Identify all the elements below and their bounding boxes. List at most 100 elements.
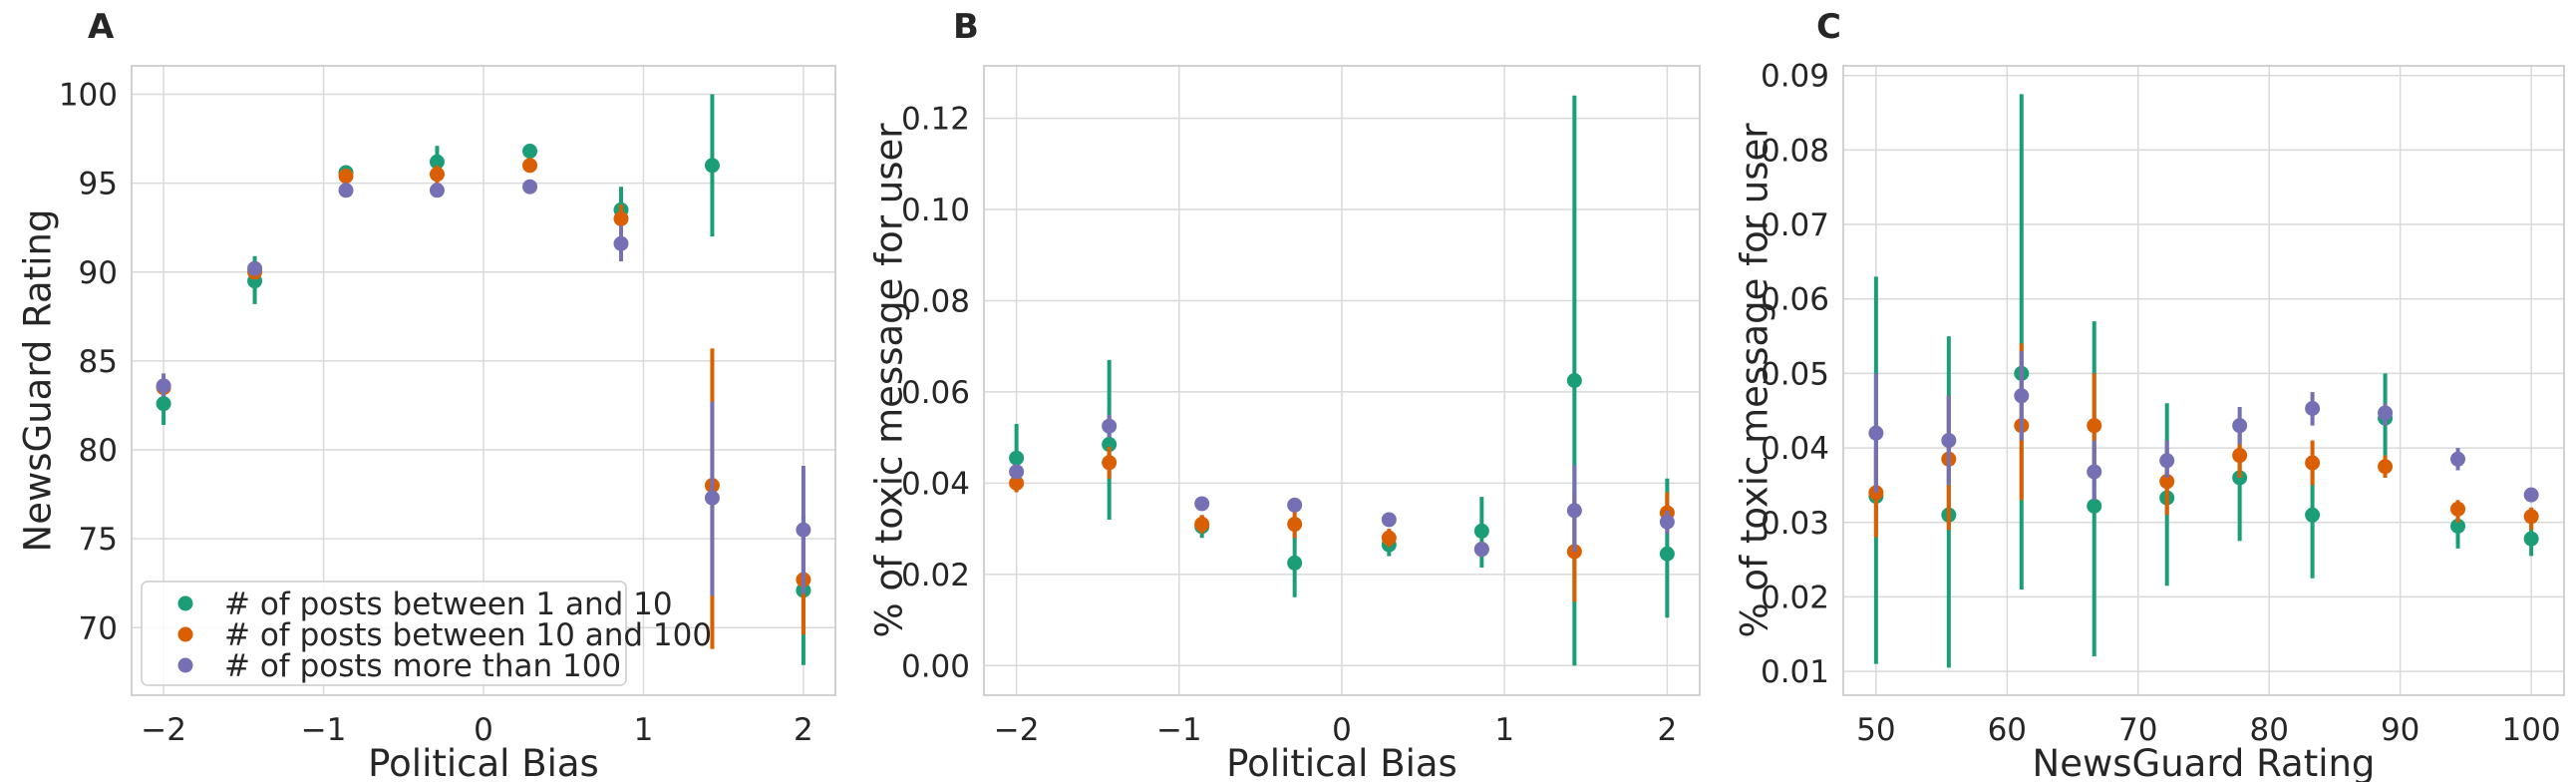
y-tick-label: 70 (79, 610, 118, 646)
x-axis-label: NewsGuard Rating (2033, 742, 2376, 782)
data-point (2523, 509, 2539, 525)
data-point (2305, 507, 2321, 523)
panel-label: A (88, 7, 115, 47)
data-point (2305, 455, 2321, 471)
plot-frame (131, 65, 836, 696)
data-point (1473, 542, 1489, 558)
x-tick-label: 2 (1657, 712, 1677, 748)
data-point (2087, 498, 2102, 514)
data-point (1659, 514, 1675, 530)
data-point (1868, 425, 1884, 441)
panel-c: 50 60 70 80 90 100 0.01 0.02 0.03 0.04 0.05 0.06 0.0… (1734, 7, 2565, 782)
x-tick-label: 0 (474, 712, 493, 748)
data-point (1102, 418, 1118, 434)
legend-frame (141, 581, 627, 686)
x-tick-label: 50 (1856, 712, 1895, 748)
data-point (1009, 464, 1025, 480)
series-3 (156, 179, 811, 596)
data-point (1102, 437, 1118, 453)
data-point (2159, 474, 2175, 490)
x-tick-label: 80 (2250, 712, 2289, 748)
data-point (338, 183, 354, 198)
y-tick-label: 0.06 (901, 375, 970, 411)
data-point (1287, 555, 1303, 571)
data-point (2014, 388, 2030, 404)
data-point (1941, 433, 1957, 449)
y-tick-label: 0.00 (901, 648, 970, 684)
data-point (2087, 464, 2102, 480)
data-point (1009, 475, 1025, 491)
data-point (2378, 459, 2394, 475)
data-point (1566, 373, 1582, 388)
y-tick-label: 0.04 (1761, 431, 1829, 467)
data-point (704, 158, 720, 174)
y-tick-label: 0.05 (1761, 356, 1829, 392)
legend-label: # of posts between 10 and 100 (224, 617, 712, 653)
data-point (156, 378, 171, 394)
y-tick-label: 95 (79, 167, 118, 202)
y-tick-label: 0.08 (1761, 133, 1829, 169)
data-point (1194, 496, 1210, 512)
data-point (1287, 517, 1303, 533)
data-point (1381, 530, 1397, 546)
legend-marker (177, 595, 193, 611)
data-point (2159, 453, 2175, 469)
data-point (1473, 523, 1489, 539)
series-3 (1009, 414, 1675, 558)
x-tick-label: 1 (1494, 712, 1514, 748)
x-axis-label: Political Bias (1226, 742, 1457, 782)
data-point (2450, 501, 2466, 517)
x-tick-label: 90 (2381, 712, 2419, 748)
data-point (2523, 487, 2539, 503)
data-point (2232, 448, 2248, 464)
data-point (1194, 517, 1210, 533)
x-tick-label: −1 (301, 712, 347, 748)
legend-marker (177, 626, 193, 642)
x-tick-label: 2 (794, 712, 813, 748)
data-point (613, 235, 629, 251)
series-3 (1868, 351, 2539, 503)
data-point (2232, 418, 2248, 434)
data-point (704, 490, 720, 506)
data-point (2087, 418, 2102, 434)
data-point (613, 210, 629, 226)
y-tick-label: 0.06 (1761, 282, 1829, 318)
y-tick-label: 80 (79, 433, 118, 469)
data-point (429, 154, 445, 170)
data-point (1102, 455, 1118, 471)
x-tick-label: 100 (2502, 712, 2561, 748)
data-point (1659, 546, 1675, 562)
y-tick-label: 90 (79, 255, 118, 291)
y-tick-label: 0.02 (901, 558, 970, 593)
legend-label: # of posts between 1 and 10 (224, 586, 673, 622)
y-tick-label: 0.03 (1761, 506, 1829, 542)
gridlines (984, 66, 1700, 695)
x-tick-label: −2 (994, 712, 1040, 748)
x-axis-label: Political Bias (368, 742, 599, 782)
y-tick-label: 0.10 (901, 193, 970, 228)
data-point (522, 158, 538, 174)
data-point (2450, 451, 2466, 467)
panel-label: C (1816, 7, 1841, 47)
y-tick-label: 75 (79, 522, 118, 558)
x-tick-label: 1 (634, 712, 654, 748)
data-point (429, 183, 445, 198)
y-tick-label: 0.02 (1761, 580, 1829, 615)
data-point (1287, 497, 1303, 513)
data-point (2378, 405, 2394, 421)
y-axis-label: % of toxic message for user (868, 123, 911, 638)
data-point (796, 522, 811, 538)
data-point (1009, 450, 1025, 466)
data-point (1566, 503, 1582, 519)
x-tick-label: 60 (1988, 712, 2027, 748)
legend-label: # of posts more than 100 (224, 648, 621, 684)
panel-label: B (953, 7, 979, 47)
y-tick-label: 85 (79, 344, 118, 380)
data-point (338, 169, 354, 185)
data-point (247, 260, 263, 276)
legend-marker (177, 657, 193, 673)
data-point (1381, 512, 1397, 528)
x-tick-label: 70 (2118, 712, 2157, 748)
y-axis-label: NewsGuard Rating (17, 209, 60, 553)
y-tick-label: 0.07 (1761, 207, 1829, 243)
